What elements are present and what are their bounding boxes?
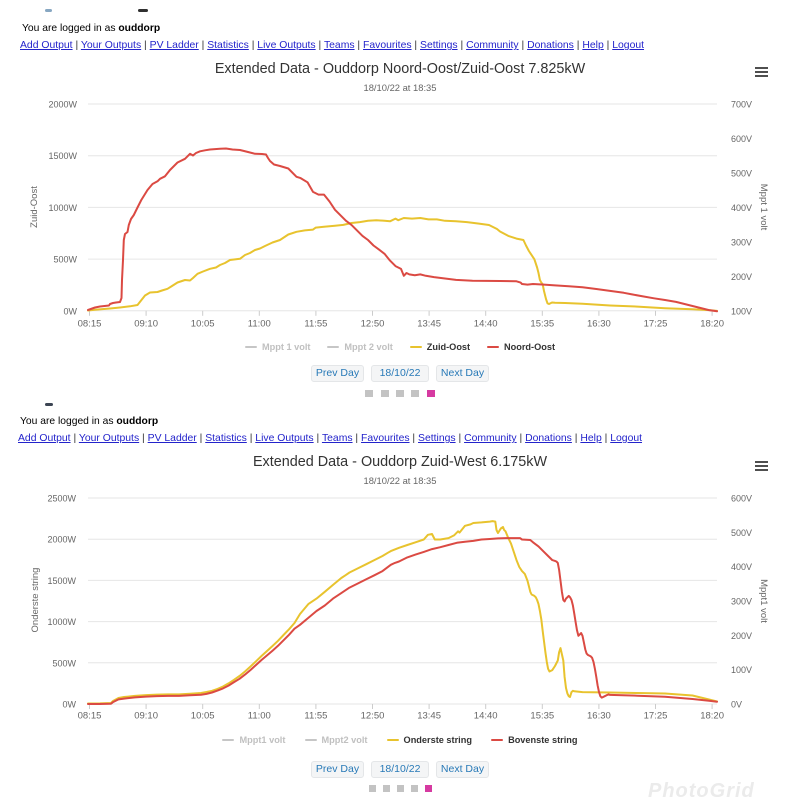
svg-text:16:30: 16:30 bbox=[587, 319, 611, 330]
svg-text:700V: 700V bbox=[731, 100, 752, 110]
svg-text:1000W: 1000W bbox=[48, 203, 77, 213]
svg-text:2500W: 2500W bbox=[47, 494, 76, 504]
svg-text:Mppt1 volt: Mppt1 volt bbox=[758, 579, 769, 623]
svg-text:0W: 0W bbox=[64, 306, 78, 316]
svg-text:08:15: 08:15 bbox=[78, 319, 102, 330]
svg-text:1500W: 1500W bbox=[47, 576, 76, 586]
svg-text:600V: 600V bbox=[731, 494, 752, 504]
svg-text:15:35: 15:35 bbox=[530, 319, 554, 330]
svg-text:400V: 400V bbox=[731, 203, 752, 213]
svg-text:10:05: 10:05 bbox=[191, 319, 215, 330]
svg-text:18:20: 18:20 bbox=[700, 319, 724, 330]
svg-text:11:00: 11:00 bbox=[248, 711, 271, 722]
svg-text:500W: 500W bbox=[53, 255, 77, 265]
svg-text:11:00: 11:00 bbox=[248, 319, 271, 330]
svg-text:300V: 300V bbox=[731, 597, 752, 607]
svg-text:18:20: 18:20 bbox=[700, 711, 724, 722]
svg-text:0V: 0V bbox=[731, 700, 742, 710]
svg-text:500V: 500V bbox=[731, 528, 752, 538]
svg-text:09:10: 09:10 bbox=[134, 319, 158, 330]
svg-text:14:40: 14:40 bbox=[474, 711, 498, 722]
svg-text:10:05: 10:05 bbox=[191, 711, 215, 722]
svg-text:11:55: 11:55 bbox=[304, 319, 327, 330]
svg-text:12:50: 12:50 bbox=[361, 711, 385, 722]
svg-text:12:50: 12:50 bbox=[361, 319, 385, 330]
svg-text:13:45: 13:45 bbox=[417, 711, 441, 722]
svg-text:Mppt 1 volt: Mppt 1 volt bbox=[758, 184, 769, 231]
svg-text:600V: 600V bbox=[731, 134, 752, 144]
svg-text:17:25: 17:25 bbox=[644, 711, 668, 722]
svg-text:17:25: 17:25 bbox=[644, 319, 668, 330]
svg-text:Zuid-Oost: Zuid-Oost bbox=[29, 186, 40, 228]
svg-text:200V: 200V bbox=[731, 272, 752, 282]
svg-text:400V: 400V bbox=[731, 562, 752, 572]
svg-text:13:45: 13:45 bbox=[417, 319, 441, 330]
svg-text:16:30: 16:30 bbox=[587, 711, 611, 722]
svg-text:09:10: 09:10 bbox=[134, 711, 158, 722]
svg-text:2000W: 2000W bbox=[47, 535, 76, 545]
svg-text:11:55: 11:55 bbox=[304, 711, 327, 722]
svg-text:08:15: 08:15 bbox=[78, 711, 102, 722]
svg-text:500V: 500V bbox=[731, 168, 752, 178]
svg-text:0W: 0W bbox=[63, 700, 77, 710]
svg-text:300V: 300V bbox=[731, 237, 752, 247]
svg-text:500W: 500W bbox=[52, 658, 76, 668]
svg-text:1500W: 1500W bbox=[48, 151, 77, 161]
svg-text:100V: 100V bbox=[731, 665, 752, 675]
svg-text:15:35: 15:35 bbox=[530, 711, 554, 722]
svg-text:1000W: 1000W bbox=[47, 617, 76, 627]
svg-text:200V: 200V bbox=[731, 631, 752, 641]
svg-text:Onderste string: Onderste string bbox=[30, 568, 41, 633]
svg-text:14:40: 14:40 bbox=[474, 319, 498, 330]
svg-text:100V: 100V bbox=[731, 306, 752, 316]
svg-text:2000W: 2000W bbox=[48, 100, 77, 110]
